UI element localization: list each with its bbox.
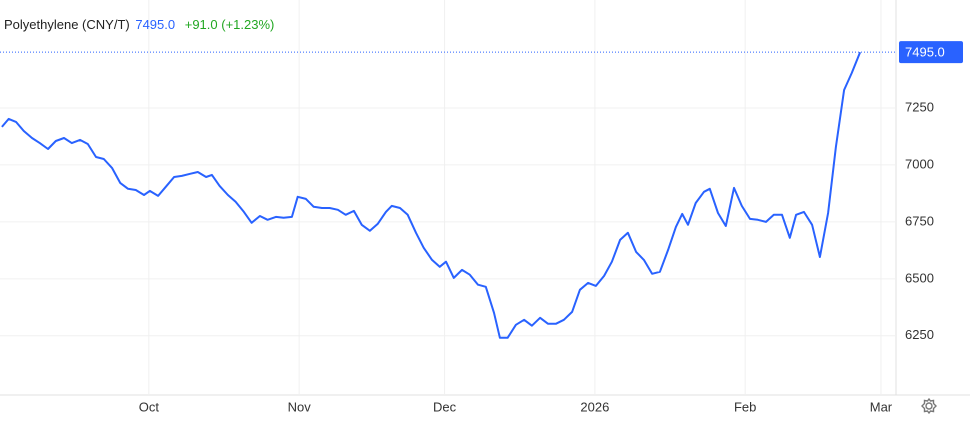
x-tick-label: 2026 <box>580 399 609 414</box>
last-price: 7495.0 <box>135 17 176 32</box>
y-tick-label: 6500 <box>905 270 934 285</box>
last-price-tag-label: 7495.0 <box>905 45 945 60</box>
price-change-pct: (+1.23%) <box>221 17 275 32</box>
y-tick-label: 6750 <box>905 213 934 228</box>
y-tick-label: 6250 <box>905 327 934 342</box>
x-tick-label: Dec <box>433 399 457 414</box>
price-change: +91.0 <box>184 17 218 32</box>
y-tick-label: 7250 <box>905 99 934 114</box>
grid <box>0 0 895 395</box>
chart-title: Polyethylene (CNY/T) <box>4 17 130 32</box>
last-price-tag <box>899 41 963 64</box>
y-tick-label: 7000 <box>905 156 934 171</box>
header: Polyethylene (CNY/T) 7495.0 +91.0 (+1.23… <box>4 17 274 32</box>
settings-icon[interactable] <box>921 397 937 415</box>
price-line <box>1 51 862 339</box>
x-tick-label: Mar <box>870 399 893 414</box>
x-tick-label: Oct <box>139 399 160 414</box>
x-tick-label: Feb <box>734 399 756 414</box>
x-tick-label: Nov <box>288 399 312 414</box>
